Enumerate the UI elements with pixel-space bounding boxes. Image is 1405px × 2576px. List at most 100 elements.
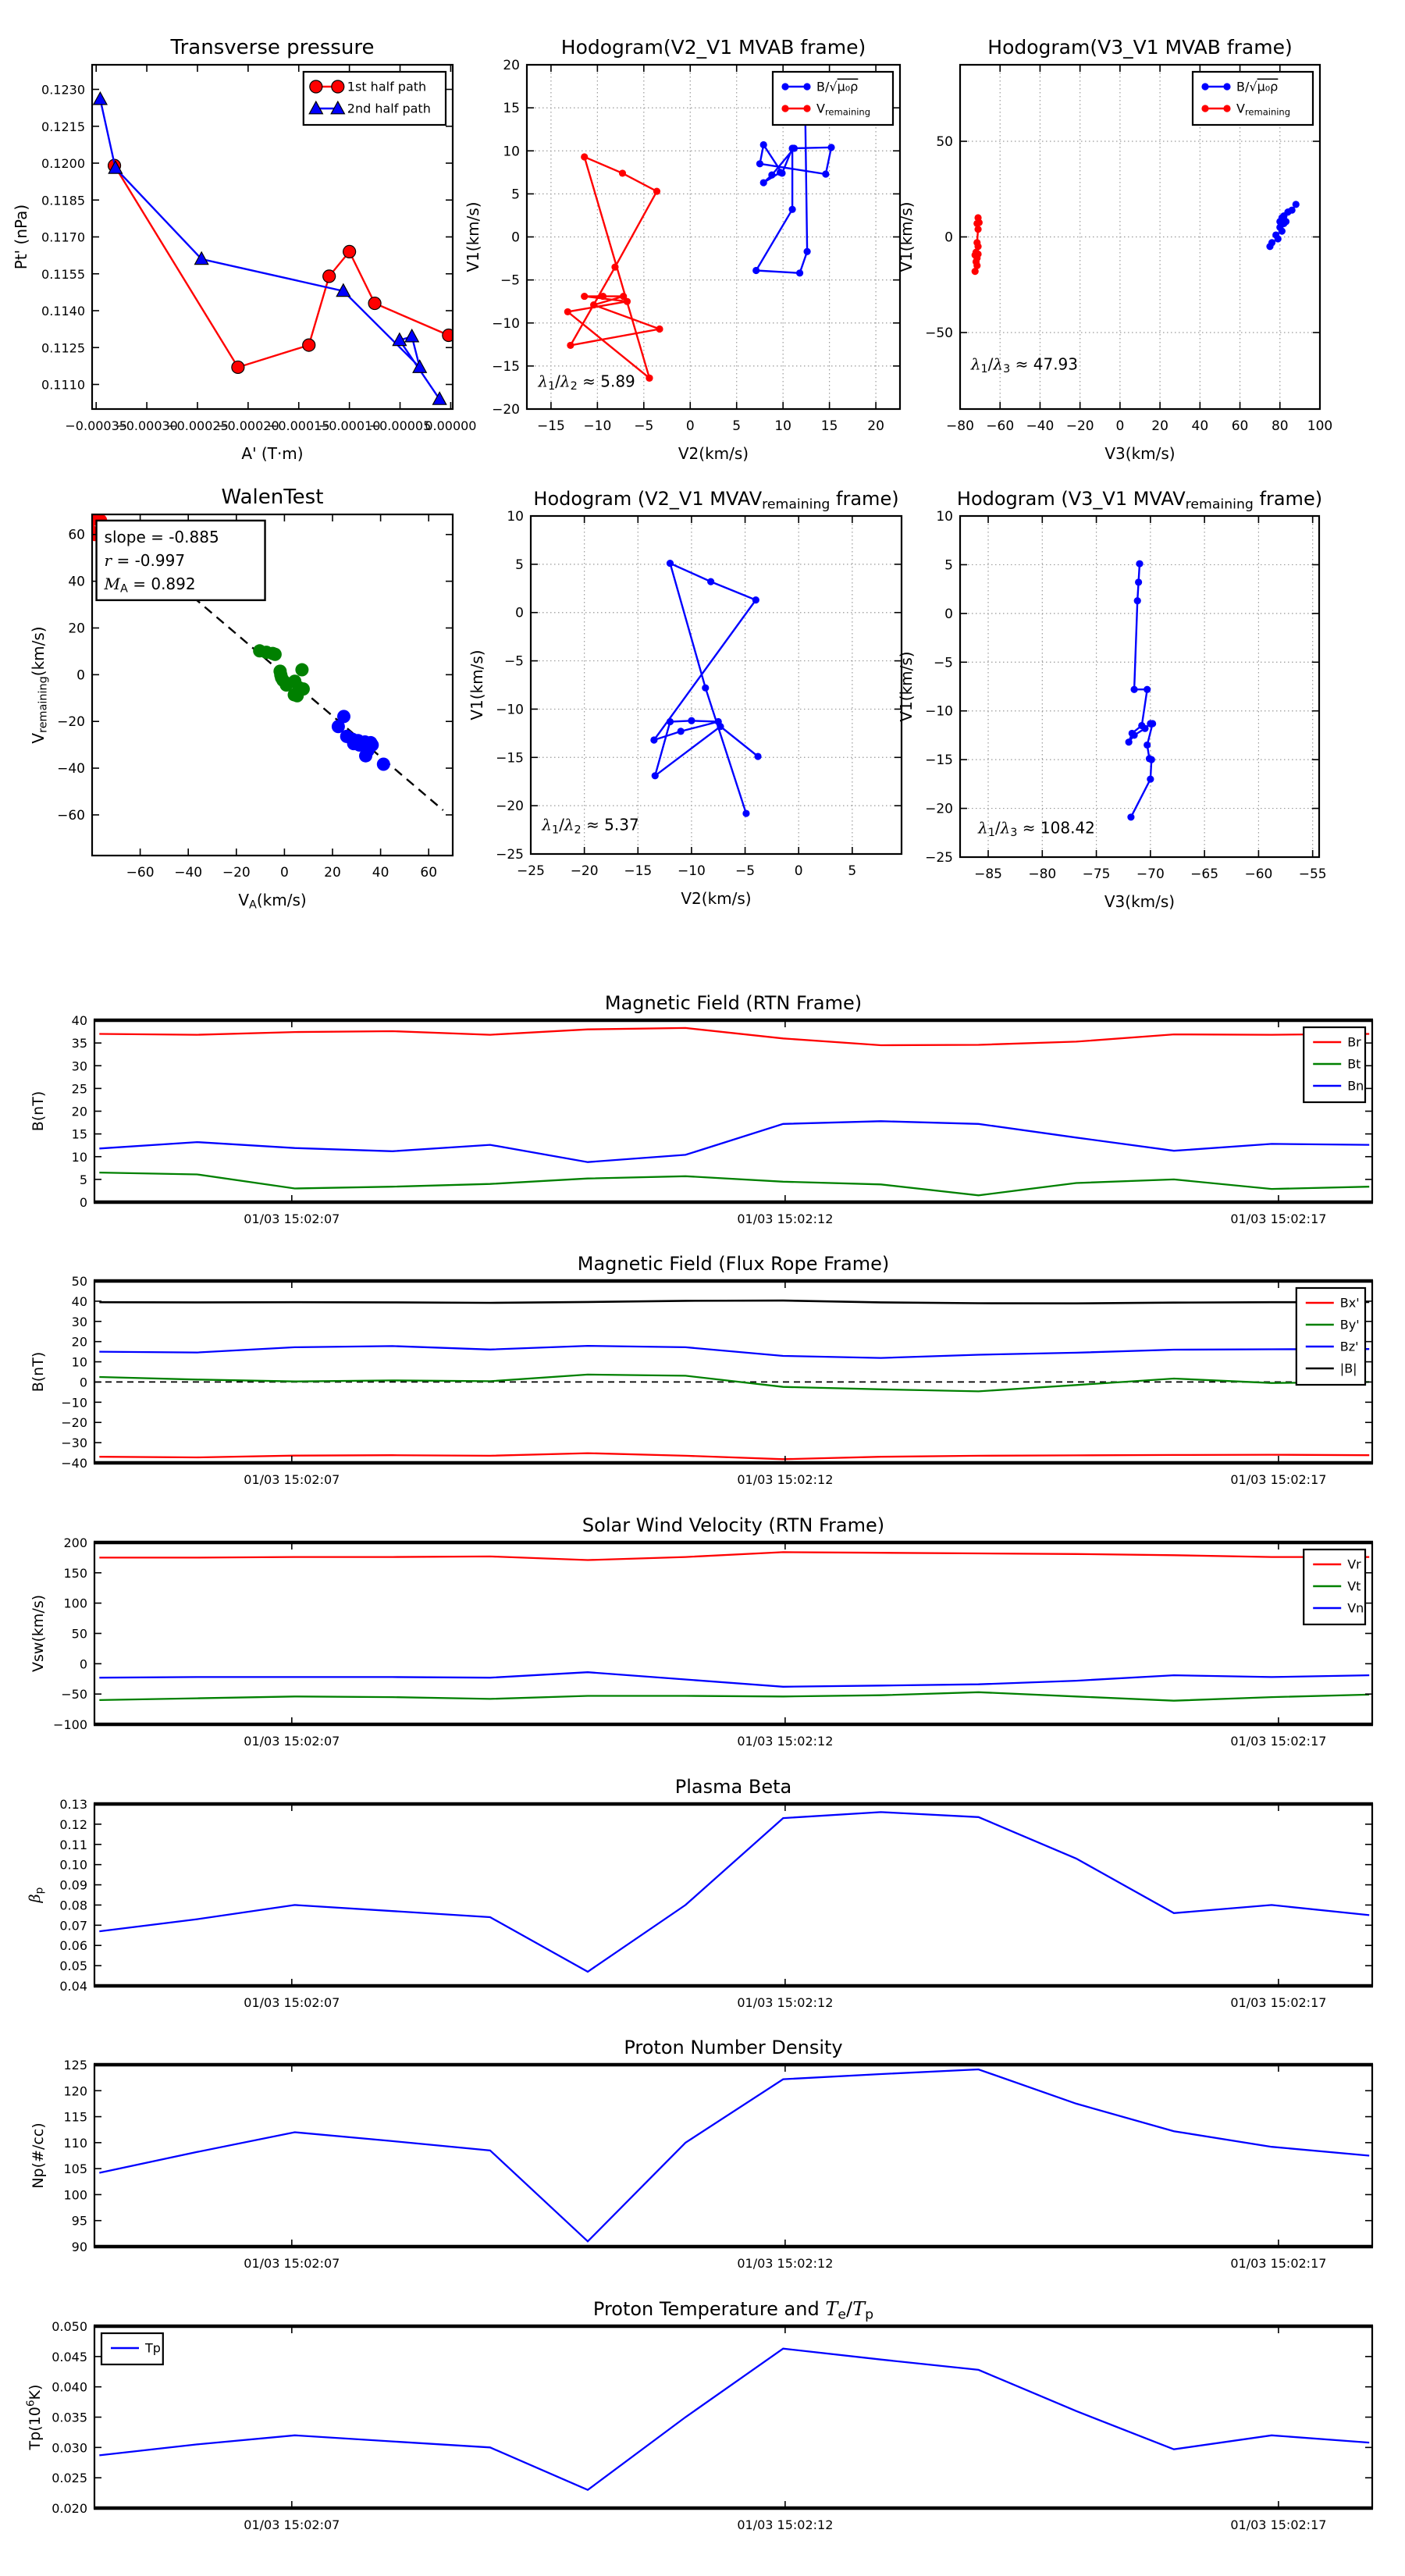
y-tick-label: −15	[925, 753, 953, 768]
y-tick-label: 50	[72, 1627, 87, 1642]
x-tick-label: −40	[1026, 418, 1054, 434]
x-tick-label: 60	[420, 865, 437, 881]
series-Vt	[99, 1691, 1370, 1702]
y-tick-label: 0.04	[59, 1979, 87, 1994]
legend-label: B/√μ₀ρ	[1236, 80, 1278, 94]
y-tick-label: 10	[72, 1150, 87, 1165]
series-Bn	[99, 1120, 1370, 1163]
legend: Tp	[100, 2332, 164, 2366]
annotation: λ1/λ2 ≈ 5.89	[537, 372, 635, 393]
y-tick-label: 0.050	[52, 2319, 87, 2334]
y-tick-label: 0.1170	[41, 230, 85, 245]
annotation: λ1/λ3 ≈ 47.93	[970, 354, 1078, 375]
x-tick-label: 20	[1151, 418, 1168, 434]
x-tick-label: 40	[1192, 418, 1209, 434]
y-tick-label: 0.12	[59, 1817, 87, 1832]
legend-label: Vn	[1347, 1601, 1364, 1616]
legend-label: 1st half path	[347, 80, 426, 94]
x-axis-label: V2(km/s)	[678, 444, 749, 463]
y-tick-label: −50	[925, 326, 953, 341]
y-tick-label: −15	[492, 359, 520, 375]
series-layer	[650, 560, 762, 817]
y-tick-label: −25	[925, 850, 953, 866]
legend-label: Vt	[1347, 1579, 1361, 1594]
y-tick-label: 15	[503, 101, 520, 116]
legend-label: B/√μ₀ρ	[816, 80, 858, 94]
y-tick-label: 115	[63, 2110, 87, 2125]
chart-title: Hodogram(V3_V1 MVAB frame)	[987, 36, 1292, 59]
legend: Vr Vt Vn	[1303, 1548, 1367, 1626]
x-tick-label: 01/03 15:02:12	[737, 2256, 833, 2271]
x-tick-label: −70	[1136, 866, 1165, 882]
y-tick-label: 20	[68, 621, 85, 636]
y-tick-label: −50	[61, 1687, 87, 1702]
x-tick-label: 01/03 15:02:07	[244, 1734, 340, 1749]
stats-line: slope = -0.885	[105, 528, 219, 546]
y-tick-label: 200	[63, 1535, 87, 1550]
x-tick-label: −0.00005	[369, 418, 432, 433]
series-layer	[99, 1551, 1370, 1702]
y-tick-label: 0.1185	[41, 193, 85, 208]
y-tick-label: −15	[496, 750, 524, 766]
x-tick-label: −15	[537, 418, 565, 434]
legend-label: 2nd half path	[347, 101, 431, 116]
y-tick-label: 120	[63, 2083, 87, 2098]
x-tick-label: 0.00000	[425, 418, 476, 433]
chart-title: Magnetic Field (Flux Rope Frame)	[578, 1253, 889, 1275]
x-tick-label: −80	[946, 418, 974, 434]
legend-label: Vremaining	[1236, 101, 1290, 118]
chart-title: Proton Number Density	[624, 2037, 842, 2058]
x-tick-label: −25	[517, 863, 545, 879]
series-layer	[99, 2068, 1370, 2243]
x-tick-label: 20	[867, 418, 884, 434]
series-layer	[1125, 560, 1157, 821]
x-tick-label: −60	[986, 418, 1014, 434]
x-tick-label: 01/03 15:02:12	[737, 1995, 833, 2010]
x-tick-label: 01/03 15:02:07	[244, 2256, 340, 2271]
x-tick-label: 01/03 15:02:12	[737, 1212, 833, 1226]
chart-title: Hodogram(V2_V1 MVAB frame)	[561, 36, 866, 59]
legend-label: |B|	[1340, 1361, 1357, 1376]
series-b-path	[754, 85, 833, 275]
y-tick-label: 0.08	[59, 1898, 87, 1912]
series-By	[99, 1373, 1370, 1393]
x-axis-label: V3(km/s)	[1104, 444, 1175, 463]
x-tick-label: 01/03 15:02:12	[737, 1472, 833, 1487]
chart-b-rtn: 01/03 15:02:07 01/03 15:02:12 01/03 15:02:…	[30, 992, 1374, 1226]
y-tick-label: 0.1110	[41, 378, 85, 393]
y-tick-label: 105	[63, 2161, 87, 2176]
x-tick-label: 01/03 15:02:12	[737, 1734, 833, 1749]
y-tick-label: 15	[72, 1127, 87, 1142]
x-tick-label: −20	[1066, 418, 1094, 434]
y-tick-label: 0.1230	[41, 83, 85, 98]
y-tick-label: 10	[936, 509, 953, 525]
annotation: slope = -0.885 r = -0.997 MA = 0.892	[95, 519, 266, 602]
y-tick-label: 20	[503, 58, 520, 73]
y-tick-label: 0.06	[59, 1938, 87, 1953]
stats-line: MA = 0.892	[104, 575, 196, 596]
y-tick-label: −40	[57, 761, 85, 777]
x-tick-label: 5	[848, 863, 856, 879]
x-tick-label: 01/03 15:02:17	[1230, 1734, 1326, 1749]
y-tick-label: −20	[57, 714, 85, 730]
chart-hodogram-v2v1-mvav: −25 −20 −15 −10 −5 0 5 −25 −20 −15 −10 −5 0 5 10 Hodogr…	[468, 488, 903, 908]
x-tick-label: 0	[1115, 418, 1124, 434]
lambda-ratio-label: λ1/λ3 ≈ 47.93	[970, 354, 1078, 375]
y-tick-label: 0.1155	[41, 267, 85, 282]
x-tick-label: 0	[686, 418, 695, 434]
y-tick-label: 40	[68, 575, 85, 590]
y-tick-label: −10	[492, 316, 520, 332]
y-tick-label: 0	[511, 230, 520, 246]
x-tick-label: 01/03 15:02:17	[1230, 2517, 1326, 2532]
chart-b-fluxrope: 01/03 15:02:07 01/03 15:02:12 01/03 15:02:…	[30, 1253, 1374, 1487]
x-tick-label: 60	[1232, 418, 1249, 434]
series-Np	[99, 2068, 1370, 2243]
y-tick-label: 0	[515, 606, 524, 621]
x-tick-label: 5	[732, 418, 741, 434]
x-tick-label: 80	[1272, 418, 1289, 434]
x-axis-label: A' (T·m)	[241, 444, 303, 463]
x-tick-label: −0.00020	[217, 418, 279, 433]
y-tick-label: 0.040	[52, 2380, 87, 2395]
x-axis-label: V2(km/s)	[681, 889, 751, 908]
